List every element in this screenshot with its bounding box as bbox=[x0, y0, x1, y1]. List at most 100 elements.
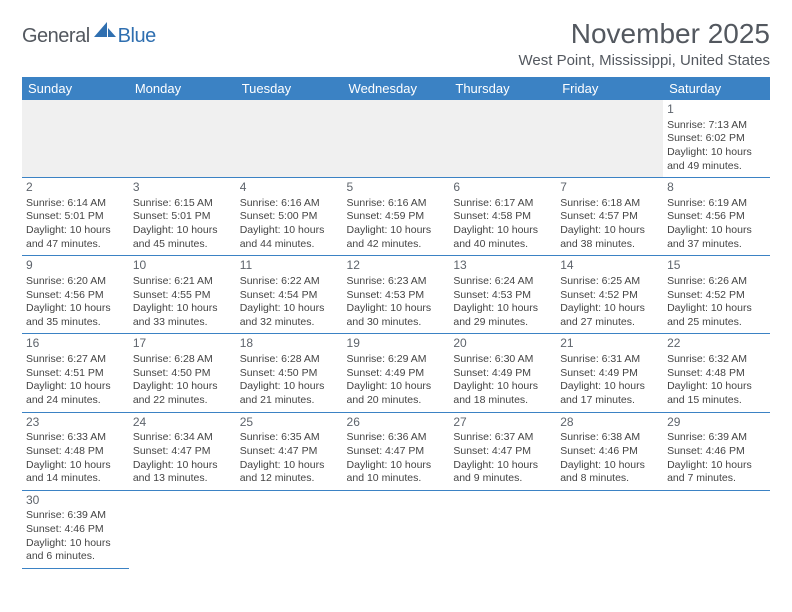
daylight-line: Daylight: 10 hours and 38 minutes. bbox=[560, 224, 659, 251]
sunrise-line: Sunrise: 6:26 AM bbox=[667, 275, 766, 289]
sunset-line: Sunset: 6:02 PM bbox=[667, 132, 766, 146]
sunrise-line: Sunrise: 6:35 AM bbox=[240, 431, 339, 445]
calendar-table: SundayMondayTuesdayWednesdayThursdayFrid… bbox=[22, 77, 770, 569]
sunset-line: Sunset: 4:49 PM bbox=[560, 367, 659, 381]
sunrise-line: Sunrise: 6:18 AM bbox=[560, 197, 659, 211]
calendar-day-cell: 3Sunrise: 6:15 AMSunset: 5:01 PMDaylight… bbox=[129, 178, 236, 256]
day-number: 18 bbox=[240, 336, 339, 352]
weekday-header: Thursday bbox=[449, 77, 556, 100]
month-title: November 2025 bbox=[519, 18, 770, 50]
daylight-line: Daylight: 10 hours and 47 minutes. bbox=[26, 224, 125, 251]
sunrise-line: Sunrise: 6:19 AM bbox=[667, 197, 766, 211]
calendar-day-cell: 17Sunrise: 6:28 AMSunset: 4:50 PMDayligh… bbox=[129, 334, 236, 412]
sunrise-line: Sunrise: 6:37 AM bbox=[453, 431, 552, 445]
header: General Blue November 2025 West Point, M… bbox=[22, 18, 770, 69]
calendar-week-row: 9Sunrise: 6:20 AMSunset: 4:56 PMDaylight… bbox=[22, 256, 770, 334]
daylight-line: Daylight: 10 hours and 42 minutes. bbox=[347, 224, 446, 251]
calendar-day-cell: 25Sunrise: 6:35 AMSunset: 4:47 PMDayligh… bbox=[236, 412, 343, 490]
weekday-header: Tuesday bbox=[236, 77, 343, 100]
calendar-empty-cell bbox=[663, 490, 770, 568]
daylight-line: Daylight: 10 hours and 37 minutes. bbox=[667, 224, 766, 251]
sunrise-line: Sunrise: 6:34 AM bbox=[133, 431, 232, 445]
calendar-week-row: 2Sunrise: 6:14 AMSunset: 5:01 PMDaylight… bbox=[22, 178, 770, 256]
day-number: 23 bbox=[26, 415, 125, 431]
calendar-week-row: 23Sunrise: 6:33 AMSunset: 4:48 PMDayligh… bbox=[22, 412, 770, 490]
calendar-empty-cell bbox=[343, 100, 450, 178]
calendar-day-cell: 20Sunrise: 6:30 AMSunset: 4:49 PMDayligh… bbox=[449, 334, 556, 412]
day-number: 8 bbox=[667, 180, 766, 196]
sunrise-line: Sunrise: 6:17 AM bbox=[453, 197, 552, 211]
sunset-line: Sunset: 4:47 PM bbox=[453, 445, 552, 459]
sunrise-line: Sunrise: 6:15 AM bbox=[133, 197, 232, 211]
daylight-line: Daylight: 10 hours and 18 minutes. bbox=[453, 380, 552, 407]
day-number: 29 bbox=[667, 415, 766, 431]
daylight-line: Daylight: 10 hours and 29 minutes. bbox=[453, 302, 552, 329]
sunset-line: Sunset: 4:53 PM bbox=[347, 289, 446, 303]
sunrise-line: Sunrise: 6:31 AM bbox=[560, 353, 659, 367]
sunset-line: Sunset: 4:48 PM bbox=[667, 367, 766, 381]
sunrise-line: Sunrise: 6:25 AM bbox=[560, 275, 659, 289]
calendar-empty-cell bbox=[22, 100, 129, 178]
calendar-empty-cell bbox=[129, 490, 236, 568]
sunrise-line: Sunrise: 6:16 AM bbox=[240, 197, 339, 211]
weekday-header: Saturday bbox=[663, 77, 770, 100]
daylight-line: Daylight: 10 hours and 25 minutes. bbox=[667, 302, 766, 329]
daylight-line: Daylight: 10 hours and 13 minutes. bbox=[133, 459, 232, 486]
sunset-line: Sunset: 4:57 PM bbox=[560, 210, 659, 224]
daylight-line: Daylight: 10 hours and 20 minutes. bbox=[347, 380, 446, 407]
day-number: 16 bbox=[26, 336, 125, 352]
calendar-day-cell: 9Sunrise: 6:20 AMSunset: 4:56 PMDaylight… bbox=[22, 256, 129, 334]
weekday-header: Monday bbox=[129, 77, 236, 100]
sunset-line: Sunset: 4:51 PM bbox=[26, 367, 125, 381]
day-number: 30 bbox=[26, 493, 125, 509]
day-number: 12 bbox=[347, 258, 446, 274]
calendar-day-cell: 11Sunrise: 6:22 AMSunset: 4:54 PMDayligh… bbox=[236, 256, 343, 334]
calendar-day-cell: 18Sunrise: 6:28 AMSunset: 4:50 PMDayligh… bbox=[236, 334, 343, 412]
sunset-line: Sunset: 4:56 PM bbox=[667, 210, 766, 224]
daylight-line: Daylight: 10 hours and 6 minutes. bbox=[26, 537, 125, 564]
day-number: 25 bbox=[240, 415, 339, 431]
sunrise-line: Sunrise: 6:27 AM bbox=[26, 353, 125, 367]
sunset-line: Sunset: 4:50 PM bbox=[133, 367, 232, 381]
sunset-line: Sunset: 5:00 PM bbox=[240, 210, 339, 224]
sunset-line: Sunset: 4:46 PM bbox=[26, 523, 125, 537]
logo: General Blue bbox=[22, 18, 156, 51]
day-number: 17 bbox=[133, 336, 232, 352]
day-number: 5 bbox=[347, 180, 446, 196]
calendar-day-cell: 21Sunrise: 6:31 AMSunset: 4:49 PMDayligh… bbox=[556, 334, 663, 412]
sunrise-line: Sunrise: 6:39 AM bbox=[26, 509, 125, 523]
weekday-header: Sunday bbox=[22, 77, 129, 100]
calendar-day-cell: 14Sunrise: 6:25 AMSunset: 4:52 PMDayligh… bbox=[556, 256, 663, 334]
sunset-line: Sunset: 4:59 PM bbox=[347, 210, 446, 224]
daylight-line: Daylight: 10 hours and 32 minutes. bbox=[240, 302, 339, 329]
sunset-line: Sunset: 4:49 PM bbox=[453, 367, 552, 381]
day-number: 28 bbox=[560, 415, 659, 431]
daylight-line: Daylight: 10 hours and 45 minutes. bbox=[133, 224, 232, 251]
calendar-day-cell: 7Sunrise: 6:18 AMSunset: 4:57 PMDaylight… bbox=[556, 178, 663, 256]
calendar-week-row: 1Sunrise: 7:13 AMSunset: 6:02 PMDaylight… bbox=[22, 100, 770, 178]
day-number: 2 bbox=[26, 180, 125, 196]
calendar-day-cell: 29Sunrise: 6:39 AMSunset: 4:46 PMDayligh… bbox=[663, 412, 770, 490]
daylight-line: Daylight: 10 hours and 12 minutes. bbox=[240, 459, 339, 486]
calendar-day-cell: 8Sunrise: 6:19 AMSunset: 4:56 PMDaylight… bbox=[663, 178, 770, 256]
daylight-line: Daylight: 10 hours and 21 minutes. bbox=[240, 380, 339, 407]
sunrise-line: Sunrise: 6:29 AM bbox=[347, 353, 446, 367]
calendar-day-cell: 26Sunrise: 6:36 AMSunset: 4:47 PMDayligh… bbox=[343, 412, 450, 490]
weekday-header: Friday bbox=[556, 77, 663, 100]
calendar-day-cell: 5Sunrise: 6:16 AMSunset: 4:59 PMDaylight… bbox=[343, 178, 450, 256]
day-number: 19 bbox=[347, 336, 446, 352]
calendar-body: 1Sunrise: 7:13 AMSunset: 6:02 PMDaylight… bbox=[22, 100, 770, 568]
calendar-day-cell: 1Sunrise: 7:13 AMSunset: 6:02 PMDaylight… bbox=[663, 100, 770, 178]
sunset-line: Sunset: 4:52 PM bbox=[560, 289, 659, 303]
sunset-line: Sunset: 4:56 PM bbox=[26, 289, 125, 303]
calendar-empty-cell bbox=[556, 100, 663, 178]
sunrise-line: Sunrise: 6:21 AM bbox=[133, 275, 232, 289]
calendar-day-cell: 4Sunrise: 6:16 AMSunset: 5:00 PMDaylight… bbox=[236, 178, 343, 256]
weekday-header-row: SundayMondayTuesdayWednesdayThursdayFrid… bbox=[22, 77, 770, 100]
calendar-day-cell: 28Sunrise: 6:38 AMSunset: 4:46 PMDayligh… bbox=[556, 412, 663, 490]
sunset-line: Sunset: 4:55 PM bbox=[133, 289, 232, 303]
calendar-day-cell: 22Sunrise: 6:32 AMSunset: 4:48 PMDayligh… bbox=[663, 334, 770, 412]
calendar-day-cell: 19Sunrise: 6:29 AMSunset: 4:49 PMDayligh… bbox=[343, 334, 450, 412]
day-number: 21 bbox=[560, 336, 659, 352]
sunset-line: Sunset: 4:58 PM bbox=[453, 210, 552, 224]
